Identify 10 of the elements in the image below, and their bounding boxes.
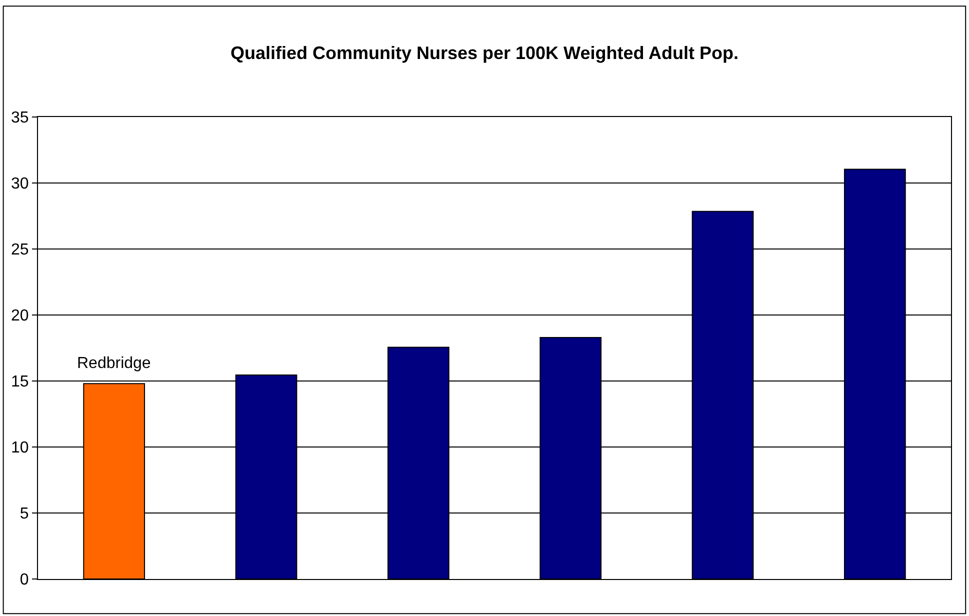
y-tick-label: 35	[11, 110, 29, 127]
x-tick-label: Redbridge	[77, 355, 151, 372]
y-tick-label: 25	[11, 242, 29, 259]
y-tick-label: 5	[20, 506, 29, 523]
y-tick-label: 20	[11, 308, 29, 325]
y-tick-label: 15	[11, 374, 29, 391]
y-tick-label: 30	[11, 176, 29, 193]
y-tick-label: 10	[11, 440, 29, 457]
y-tick-label: 0	[20, 572, 29, 589]
chart-title: Qualified Community Nurses per 100K Weighted Adult Pop.	[230, 42, 739, 63]
